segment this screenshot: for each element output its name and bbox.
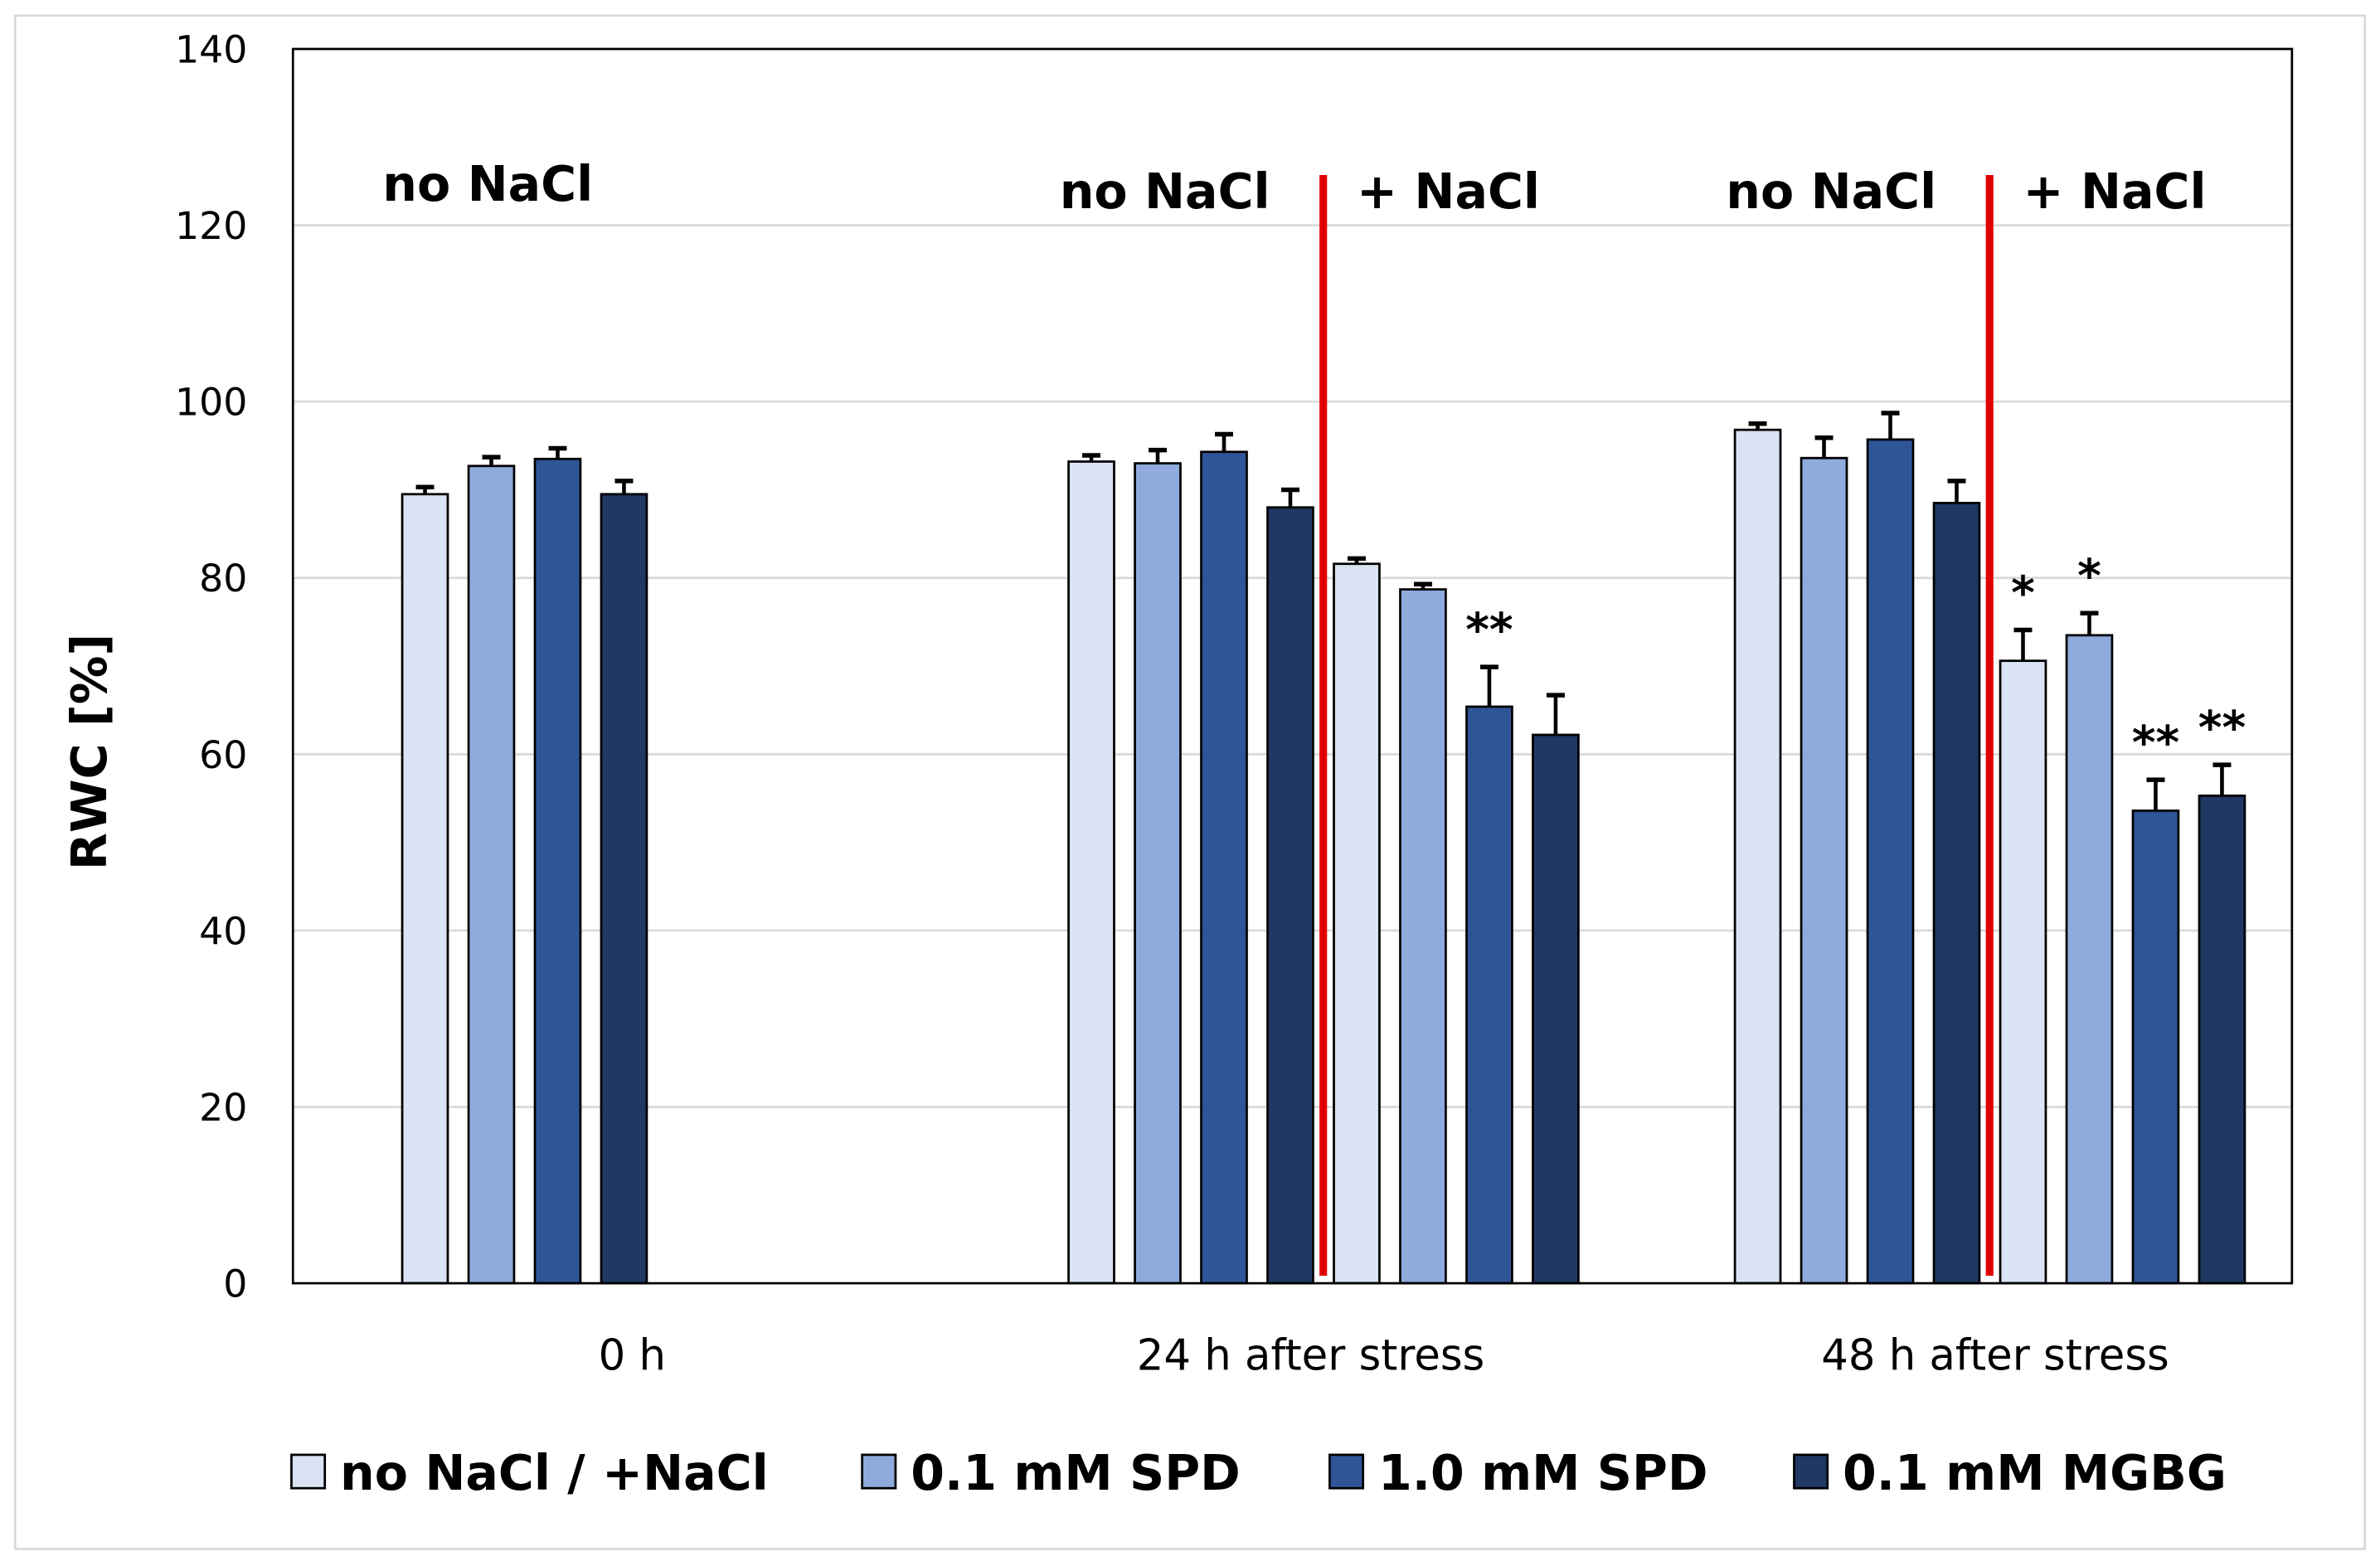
legend-swatch: [861, 1453, 897, 1490]
significance-mark: *: [2011, 567, 2035, 620]
significance-mark: **: [2198, 701, 2246, 754]
bar: [1200, 450, 1248, 1285]
legend-swatch: [1793, 1453, 1829, 1490]
x-tick-label: 24 h after stress: [1137, 1330, 1484, 1380]
bar: [1333, 562, 1381, 1285]
y-tick-label: 120: [175, 204, 247, 248]
significance-mark: **: [2132, 717, 2179, 770]
y-tick-label: 20: [199, 1086, 247, 1130]
bar: [1399, 588, 1447, 1285]
bar: [467, 464, 516, 1285]
bar: [1733, 428, 1782, 1285]
legend-swatch: [290, 1453, 327, 1490]
y-tick-label: 0: [223, 1262, 247, 1306]
y-tick-label: 140: [175, 27, 247, 71]
y-tick-label: 60: [199, 733, 247, 777]
significance-mark: *: [2077, 550, 2101, 603]
condition-label-nacl: + NaCl: [2023, 163, 2207, 220]
y-tick-label: 80: [199, 557, 247, 601]
bar: [1465, 705, 1513, 1285]
legend-label: no NaCl / +NaCl: [340, 1445, 769, 1501]
condition-label-no-nacl: no NaCl: [382, 156, 593, 212]
condition-label-no-nacl: no NaCl: [1726, 163, 1936, 220]
significance-mark: **: [1465, 604, 1513, 657]
y-axis-label: RWC [%]: [61, 634, 118, 870]
bar: [1932, 502, 1981, 1285]
bar: [2065, 634, 2114, 1285]
plot-frame: [291, 47, 2294, 1285]
y-tick-label: 100: [175, 381, 247, 425]
condition-label-nacl: + NaCl: [1357, 163, 1540, 220]
bar: [2198, 794, 2246, 1285]
bar: [1067, 460, 1115, 1285]
bar: [1134, 462, 1182, 1285]
y-tick-label: 40: [199, 909, 247, 953]
bar: [1999, 659, 2047, 1285]
bar: [1866, 438, 1915, 1285]
bar: [600, 493, 648, 1285]
legend-label: 1.0 mM SPD: [1378, 1445, 1708, 1501]
x-tick-label: 0 h: [599, 1330, 666, 1380]
bar: [1266, 506, 1314, 1285]
legend-label: 0.1 mM MGBG: [1843, 1445, 2227, 1501]
bar: [401, 493, 449, 1285]
legend-swatch: [1328, 1453, 1365, 1490]
bar: [2131, 810, 2180, 1285]
bar: [1532, 733, 1580, 1285]
bar: [533, 457, 582, 1285]
condition-label-no-nacl: no NaCl: [1060, 163, 1270, 220]
bar: [1800, 456, 1848, 1285]
x-tick-label: 48 h after stress: [1821, 1330, 2169, 1380]
legend-label: 0.1 mM SPD: [911, 1445, 1241, 1501]
